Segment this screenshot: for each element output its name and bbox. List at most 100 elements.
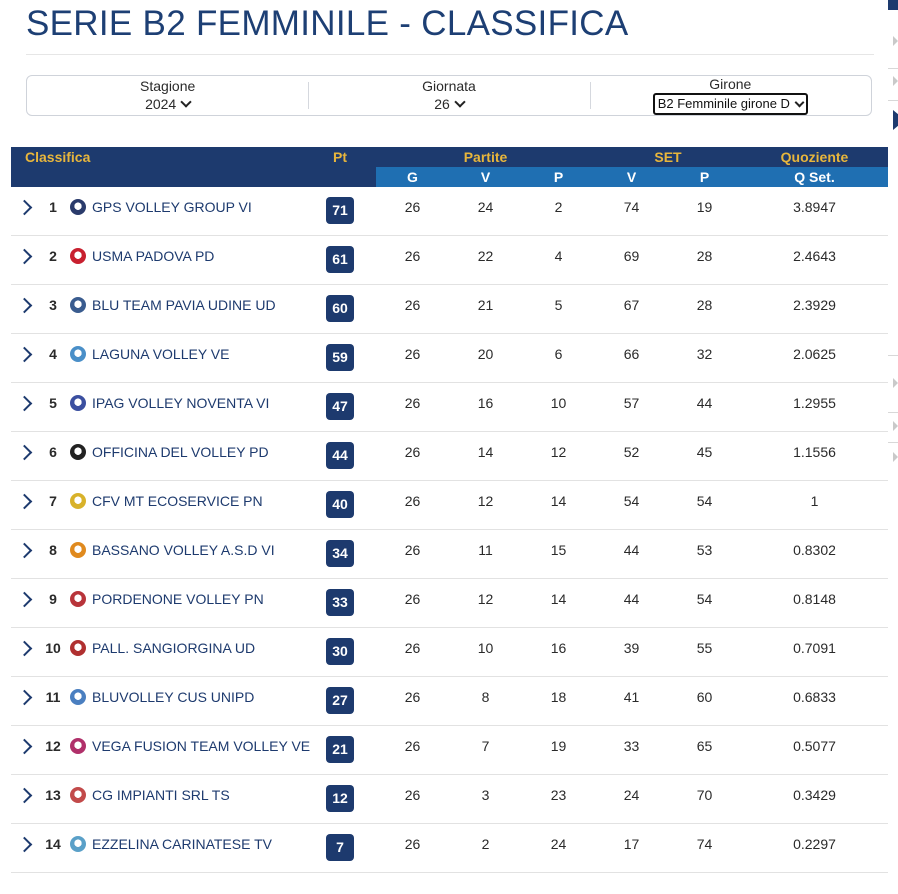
- sets-lost: 74: [696, 836, 713, 852]
- chevron-right-icon[interactable]: [16, 395, 33, 412]
- games-played: 26: [404, 689, 421, 705]
- header-set: SET: [654, 149, 682, 165]
- points-badge: 71: [326, 197, 354, 224]
- girone-value: B2 Femminile girone D: [657, 96, 790, 111]
- table-row[interactable]: 2 USMA PADOVA PD 61 26 22 4 69 28 2.4643: [11, 236, 888, 285]
- chevron-right-icon[interactable]: [16, 689, 33, 706]
- wins: 11: [478, 542, 493, 558]
- sets-lost: 45: [696, 444, 713, 460]
- chevron-right-icon: [893, 36, 898, 46]
- sets-lost: 28: [696, 248, 713, 264]
- points-badge: 40: [326, 491, 354, 518]
- header-set-p: P: [699, 169, 710, 185]
- team-name[interactable]: PALL. SANGIORGINA UD: [92, 640, 256, 656]
- points-badge: 34: [326, 540, 354, 567]
- table-row[interactable]: 3 BLU TEAM PAVIA UDINE UD 60 26 21 5 67 28 2.392…: [11, 285, 888, 334]
- filter-giornata: Giornata 26: [308, 76, 589, 115]
- chevron-right-icon[interactable]: [16, 738, 33, 755]
- table-row[interactable]: 6 OFFICINA DEL VOLLEY PD 44 26 14 12 52 45 1.155…: [11, 432, 888, 481]
- set-quotient: 0.8302: [793, 542, 836, 558]
- table-row[interactable]: 5 IPAG VOLLEY NOVENTA VI 47 26 16 10 57 44 1.295…: [11, 383, 888, 432]
- team-name[interactable]: LAGUNA VOLLEY VE: [92, 346, 230, 362]
- table-row[interactable]: 8 BASSANO VOLLEY A.S.D VI 34 26 11 15 44 53 0.83…: [11, 530, 888, 579]
- right-divider: [888, 68, 898, 69]
- set-quotient: 0.8148: [793, 591, 836, 607]
- losses: 14: [550, 591, 567, 607]
- team-name[interactable]: BLUVOLLEY CUS UNIPD: [92, 689, 255, 705]
- team-name[interactable]: VEGA FUSION TEAM VOLLEY VE: [92, 738, 311, 754]
- team-name[interactable]: CFV MT ECOSERVICE PN: [92, 493, 263, 509]
- team-name[interactable]: GPS VOLLEY GROUP VI: [92, 199, 252, 215]
- rank-position: 4: [49, 346, 57, 362]
- team-name[interactable]: IPAG VOLLEY NOVENTA VI: [92, 395, 270, 411]
- sets-won: 74: [623, 199, 640, 215]
- chevron-right-icon[interactable]: [16, 297, 33, 314]
- chevron-down-icon: [180, 96, 192, 108]
- chevron-right-icon[interactable]: [16, 199, 33, 216]
- table-row[interactable]: 1 GPS VOLLEY GROUP VI 71 26 24 2 74 19 3.8947: [11, 187, 888, 236]
- table-row[interactable]: 13 CG IMPIANTI SRL TS 12 26 3 23 24 70 0.3429: [11, 775, 888, 824]
- wins: 21: [477, 297, 494, 313]
- title-divider: [26, 54, 874, 55]
- team-name[interactable]: BLU TEAM PAVIA UDINE UD: [92, 297, 276, 313]
- sets-won: 54: [623, 493, 640, 509]
- games-played: 26: [404, 444, 421, 460]
- points-badge: 61: [326, 246, 354, 273]
- chevron-right-icon[interactable]: [16, 444, 33, 461]
- team-logo-icon: [70, 444, 86, 460]
- rank-position: 10: [45, 640, 61, 656]
- losses: 5: [554, 297, 563, 313]
- team-logo-icon: [70, 689, 86, 705]
- header-qset: Q Set.: [794, 169, 835, 185]
- right-divider: [888, 355, 898, 356]
- chevron-right-icon[interactable]: [16, 591, 33, 608]
- chevron-right-icon[interactable]: [16, 640, 33, 657]
- table-row[interactable]: 9 PORDENONE VOLLEY PN 33 26 12 14 44 54 0.8148: [11, 579, 888, 628]
- sets-lost: 65: [696, 738, 713, 754]
- team-name[interactable]: BASSANO VOLLEY A.S.D VI: [92, 542, 275, 558]
- chevron-right-icon: [893, 378, 898, 388]
- stagione-value: 2024: [145, 96, 177, 112]
- right-divider: [888, 442, 898, 443]
- rank-position: 14: [45, 836, 61, 852]
- sets-lost: 54: [696, 493, 713, 509]
- table-row[interactable]: 10 PALL. SANGIORGINA UD 30 26 10 16 39 55 0.7091: [11, 628, 888, 677]
- giornata-value: 26: [434, 96, 450, 112]
- sets-won: 44: [623, 542, 640, 558]
- chevron-right-icon[interactable]: [16, 836, 33, 853]
- header-classifica: Classifica: [25, 149, 91, 165]
- stagione-select[interactable]: 2024: [145, 95, 192, 113]
- table-row[interactable]: 12 VEGA FUSION TEAM VOLLEY VE 21 26 7 19 33 65 0…: [11, 726, 888, 775]
- chevron-right-icon[interactable]: [16, 346, 33, 363]
- team-name[interactable]: OFFICINA DEL VOLLEY PD: [92, 444, 269, 460]
- chevron-right-icon[interactable]: [16, 542, 33, 559]
- chevron-right-icon[interactable]: [16, 787, 33, 804]
- table-row[interactable]: 14 EZZELINA CARINATESE TV 7 26 2 24 17 74 0.2297: [11, 824, 888, 873]
- team-name[interactable]: EZZELINA CARINATESE TV: [92, 836, 272, 852]
- table-row[interactable]: 11 BLUVOLLEY CUS UNIPD 27 26 8 18 41 60 0.6833: [11, 677, 888, 726]
- team-name[interactable]: CG IMPIANTI SRL TS: [92, 787, 230, 803]
- games-played: 26: [404, 297, 421, 313]
- team-logo-icon: [70, 248, 86, 264]
- rank-position: 1: [49, 199, 57, 215]
- games-played: 26: [404, 787, 421, 803]
- team-name[interactable]: USMA PADOVA PD: [92, 248, 215, 264]
- team-name[interactable]: PORDENONE VOLLEY PN: [92, 591, 264, 607]
- wins: 10: [477, 640, 494, 656]
- sets-won: 66: [623, 346, 640, 362]
- giornata-select[interactable]: 26: [434, 95, 466, 113]
- chevron-right-icon[interactable]: [16, 493, 33, 510]
- chevron-right-icon: [893, 421, 898, 431]
- chevron-down-icon: [454, 96, 466, 108]
- sets-lost: 55: [696, 640, 713, 656]
- chevron-right-icon[interactable]: [16, 248, 33, 265]
- sets-lost: 19: [696, 199, 713, 215]
- table-row[interactable]: 7 CFV MT ECOSERVICE PN 40 26 12 14 54 54 1: [11, 481, 888, 530]
- sets-lost: 54: [696, 591, 713, 607]
- wins: 24: [477, 199, 494, 215]
- losses: 18: [550, 689, 567, 705]
- losses: 16: [550, 640, 567, 656]
- girone-select[interactable]: B2 Femminile girone D: [652, 93, 808, 115]
- table-row[interactable]: 4 LAGUNA VOLLEY VE 59 26 20 6 66 32 2.0625: [11, 334, 888, 383]
- points-badge: 44: [326, 442, 354, 469]
